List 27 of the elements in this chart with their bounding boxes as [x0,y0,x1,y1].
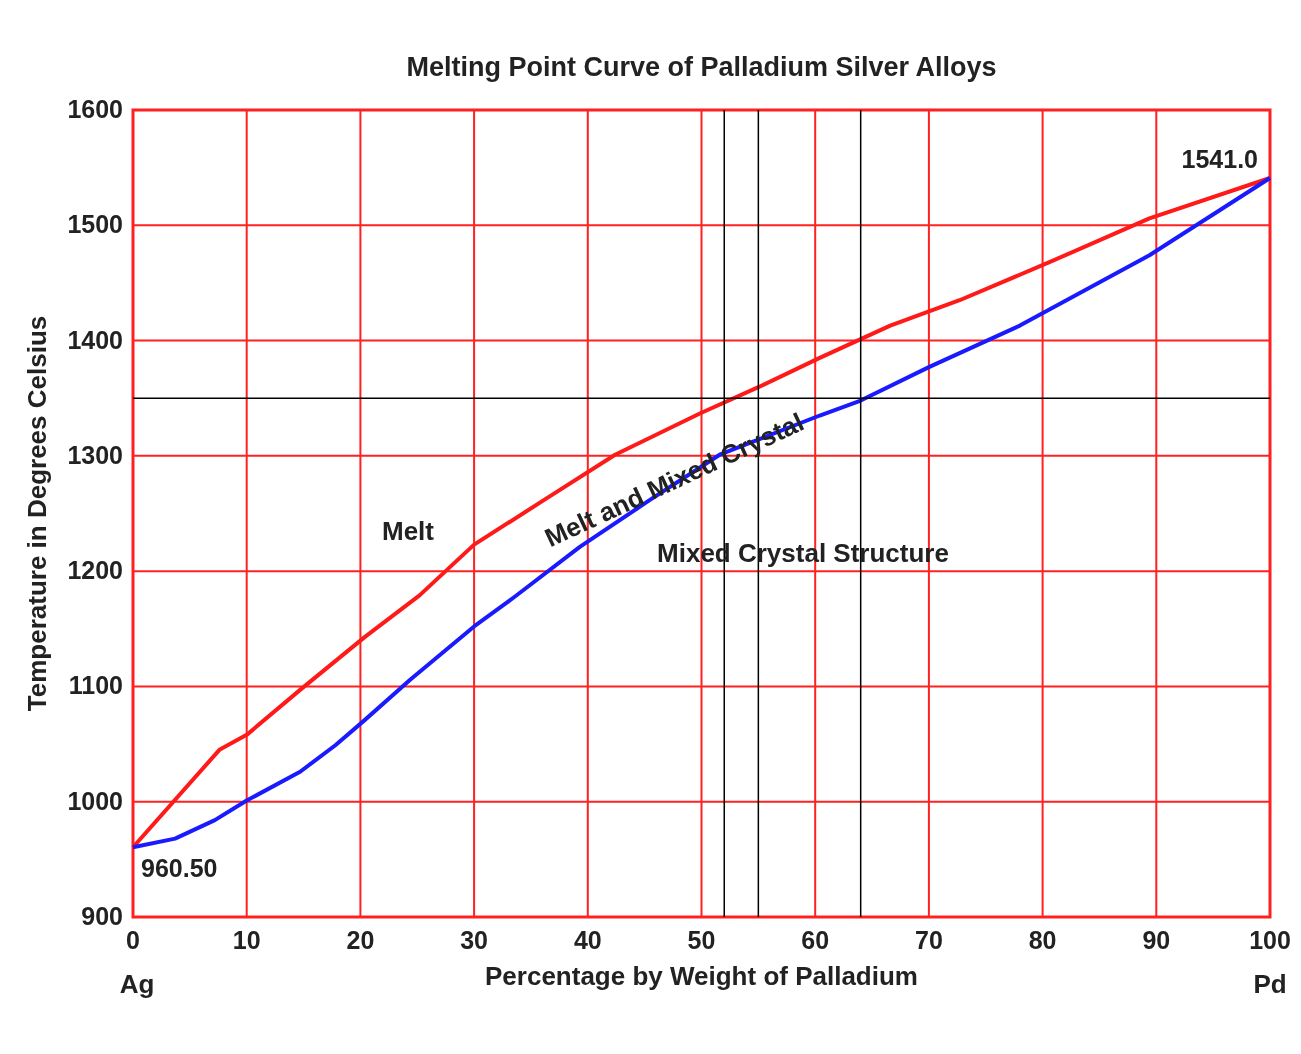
x-tick-label: 40 [573,926,602,954]
y-tick-label: 1500 [67,210,123,239]
text: Ag [119,969,155,999]
chart-title: Melting Point Curve of Palladium Silver Alloys [406,52,997,82]
x-tick-label: 10 [232,926,261,954]
x-axis-title: Percentage by Weight of Palladium [485,961,918,991]
y-tick-label: 1200 [67,556,123,585]
y-tick-label: 1100 [68,671,123,700]
y-tick-label: 1600 [67,95,123,123]
text: Pd [1253,969,1287,999]
x-tick-label: 80 [1028,926,1057,954]
x-tick-label: 0 [126,926,140,954]
y-tick-label: 1300 [67,440,123,469]
y-axis-title: Temperature in Degrees Celsius [22,315,52,712]
x-tick-label: 30 [460,926,489,954]
x-tick-label: 20 [346,926,375,954]
y-tick-label: 1400 [67,325,123,354]
x-tick-label: 100 [1249,926,1291,954]
y-tick-label: 900 [81,902,123,930]
annotation: Melt [382,516,435,546]
x-tick-label: 50 [687,926,716,954]
y-tick-label: 1000 [67,786,123,815]
annotation: 960.50 [141,854,218,883]
x-tick-label: 60 [801,926,830,954]
x-tick-label: 90 [1142,926,1171,954]
annotation: 1541.0 [1181,145,1258,174]
x-tick-label: 70 [914,926,943,954]
